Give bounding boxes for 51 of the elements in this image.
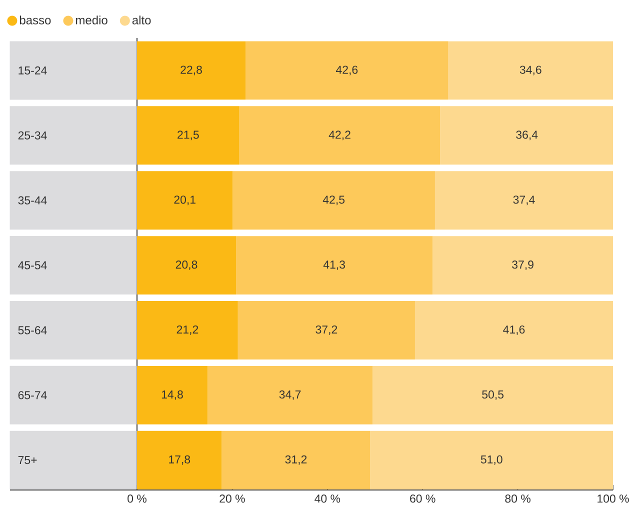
- data-label: 31,2: [285, 455, 307, 465]
- bar: [440, 106, 613, 165]
- data-label: 14,8: [162, 390, 183, 400]
- y-tick-label: 65-74: [18, 391, 47, 400]
- bar: [372, 366, 613, 424]
- data-label: 37,4: [513, 196, 535, 206]
- bar: [370, 430, 613, 490]
- bar: [246, 41, 448, 100]
- data-label: 37,9: [512, 260, 534, 270]
- x-tick-label: 20 %: [220, 494, 245, 503]
- data-label: 36,4: [516, 130, 538, 140]
- data-label: 41,3: [323, 260, 345, 270]
- bar: [448, 41, 613, 100]
- data-label: 51,0: [480, 455, 502, 465]
- x-tick-label: 100 %: [598, 494, 629, 503]
- data-label: 21,5: [178, 130, 199, 140]
- data-label: 42,6: [336, 66, 358, 76]
- data-label: 42,5: [322, 196, 345, 206]
- y-tick-label: 45-54: [18, 261, 47, 270]
- bar: [232, 171, 435, 230]
- bar: [236, 236, 433, 295]
- data-label: 20,8: [176, 260, 198, 270]
- data-label: 42,2: [328, 130, 350, 140]
- legend-label: medio: [76, 16, 108, 24]
- y-tick-label: 75+: [18, 456, 37, 464]
- x-tick-label: 0 %: [128, 494, 146, 503]
- x-tick-label: 40 %: [314, 494, 340, 503]
- bar: [222, 430, 370, 490]
- data-label: 17,8: [169, 455, 190, 465]
- bar: [434, 171, 613, 230]
- data-label: 37,2: [316, 325, 338, 335]
- bar: [239, 106, 440, 165]
- data-label: 41,6: [503, 325, 525, 335]
- y-tick-label: 25-34: [18, 131, 47, 140]
- data-label: 50,5: [482, 390, 504, 400]
- x-tick-label: 60 %: [410, 494, 436, 503]
- data-label: 22,8: [180, 66, 202, 76]
- bar: [238, 301, 415, 360]
- bar: [207, 366, 373, 424]
- y-tick-label: 55-64: [18, 326, 47, 334]
- legend-label: alto: [132, 16, 151, 24]
- data-label: 34,6: [520, 66, 542, 76]
- bar: [432, 236, 613, 295]
- data-label: 20,1: [174, 196, 196, 206]
- data-label: 21,2: [176, 325, 198, 335]
- y-tick-label: 15-24: [18, 66, 47, 75]
- legend-label: basso: [20, 16, 51, 24]
- data-label: 34,7: [279, 390, 301, 400]
- bar: [414, 301, 613, 360]
- x-tick-label: 80 %: [505, 494, 530, 503]
- y-tick-label: 35-44: [18, 196, 47, 204]
